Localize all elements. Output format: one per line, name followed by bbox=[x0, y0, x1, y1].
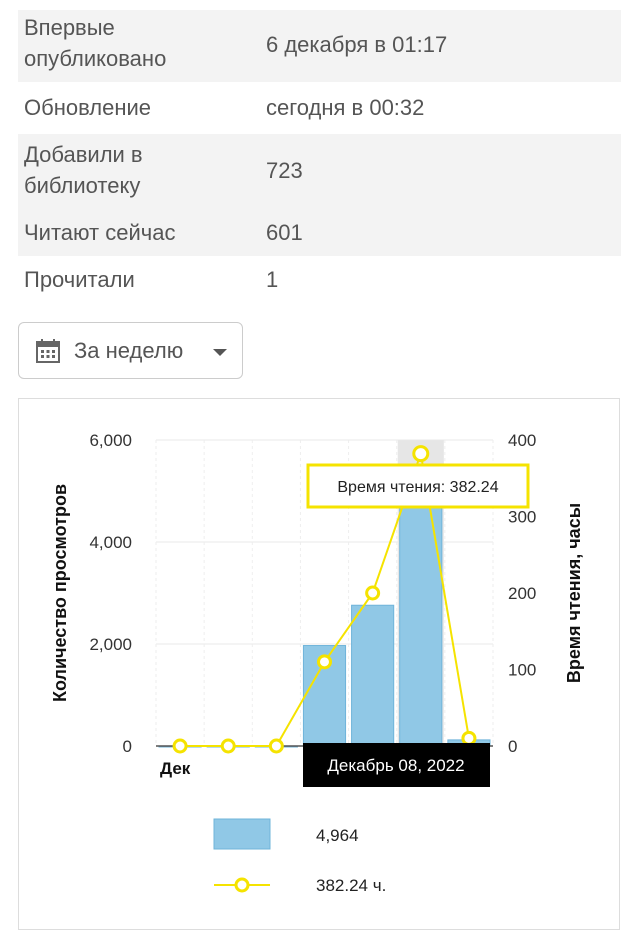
info-label-reading-now: Читают сейчас bbox=[24, 220, 176, 245]
legend-line-marker bbox=[234, 877, 250, 893]
info-value-reading-now: 601 bbox=[266, 220, 303, 245]
period-dropdown-label: За неделю bbox=[74, 338, 184, 363]
y-tick-label: 2,000 bbox=[89, 635, 132, 654]
tooltip-box bbox=[306, 463, 530, 509]
line-point bbox=[220, 738, 236, 754]
line-point bbox=[268, 738, 284, 754]
x-tick-label: Дек bbox=[160, 759, 191, 778]
legend-bar-text: 4,964 bbox=[316, 826, 359, 845]
bar bbox=[351, 604, 395, 747]
tooltip-text: Время чтения: 382.24 bbox=[337, 479, 498, 496]
bar bbox=[399, 492, 443, 747]
info-value-have-read: 1 bbox=[266, 267, 279, 292]
x-tooltip-box bbox=[303, 743, 490, 787]
info-label-updated: Обновление bbox=[24, 95, 152, 120]
period-dropdown[interactable]: За неделю bbox=[18, 322, 243, 379]
info-label-first-published: Впервые опубликовано bbox=[24, 15, 167, 71]
info-value-first-published: 6 декабря в 01:17 bbox=[266, 32, 448, 57]
y2-axis-title: Время чтения, часы bbox=[564, 503, 584, 683]
views-reading-time-chart: 6,000 4,000 2,000 0 400 300 200 100 0 Количество … bbox=[50, 431, 584, 895]
chevron-down-icon bbox=[213, 349, 227, 356]
line-point bbox=[317, 654, 332, 670]
y-tick-label: 4,000 bbox=[89, 533, 132, 552]
x-tooltip-text: Декабрь 08, 2022 bbox=[327, 756, 464, 775]
info-value-added-to-library: 723 bbox=[266, 158, 303, 183]
line-point bbox=[365, 585, 381, 601]
chart-container: 6,000 4,000 2,000 0 400 300 200 100 0 Количество … bbox=[18, 398, 620, 930]
y-tick-label: 6,000 bbox=[89, 431, 132, 450]
calendar-icon bbox=[36, 339, 60, 363]
info-row-added-to-library: Добавили в библиотеку 723 bbox=[18, 134, 621, 208]
info-row-reading-now: Читают сейчас 601 bbox=[18, 208, 621, 256]
info-row-have-read: Прочитали 1 bbox=[18, 256, 621, 304]
y2-tick-label: 400 bbox=[508, 431, 536, 450]
info-row-updated: Обновление сегодня в 00:32 bbox=[18, 82, 621, 134]
y-axis-title: Количество просмотров bbox=[50, 484, 70, 702]
y2-tick-label: 100 bbox=[508, 661, 536, 680]
y-tick-label: 0 bbox=[123, 737, 132, 756]
info-label-have-read: Прочитали bbox=[24, 267, 135, 292]
y2-tick-label: 0 bbox=[508, 737, 517, 756]
line-point bbox=[412, 445, 430, 463]
line-point bbox=[461, 730, 477, 746]
y2-tick-label: 200 bbox=[508, 584, 536, 603]
line-point bbox=[172, 738, 188, 754]
info-label-added-to-library: Добавили в библиотеку bbox=[24, 142, 143, 198]
legend-line-text: 382.24 ч. bbox=[316, 876, 386, 895]
y2-tick-label: 300 bbox=[508, 508, 536, 527]
legend-bar-swatch bbox=[213, 818, 271, 850]
info-row-first-published: Впервые опубликовано 6 декабря в 01:17 bbox=[18, 10, 621, 82]
info-value-updated: сегодня в 00:32 bbox=[266, 95, 425, 120]
